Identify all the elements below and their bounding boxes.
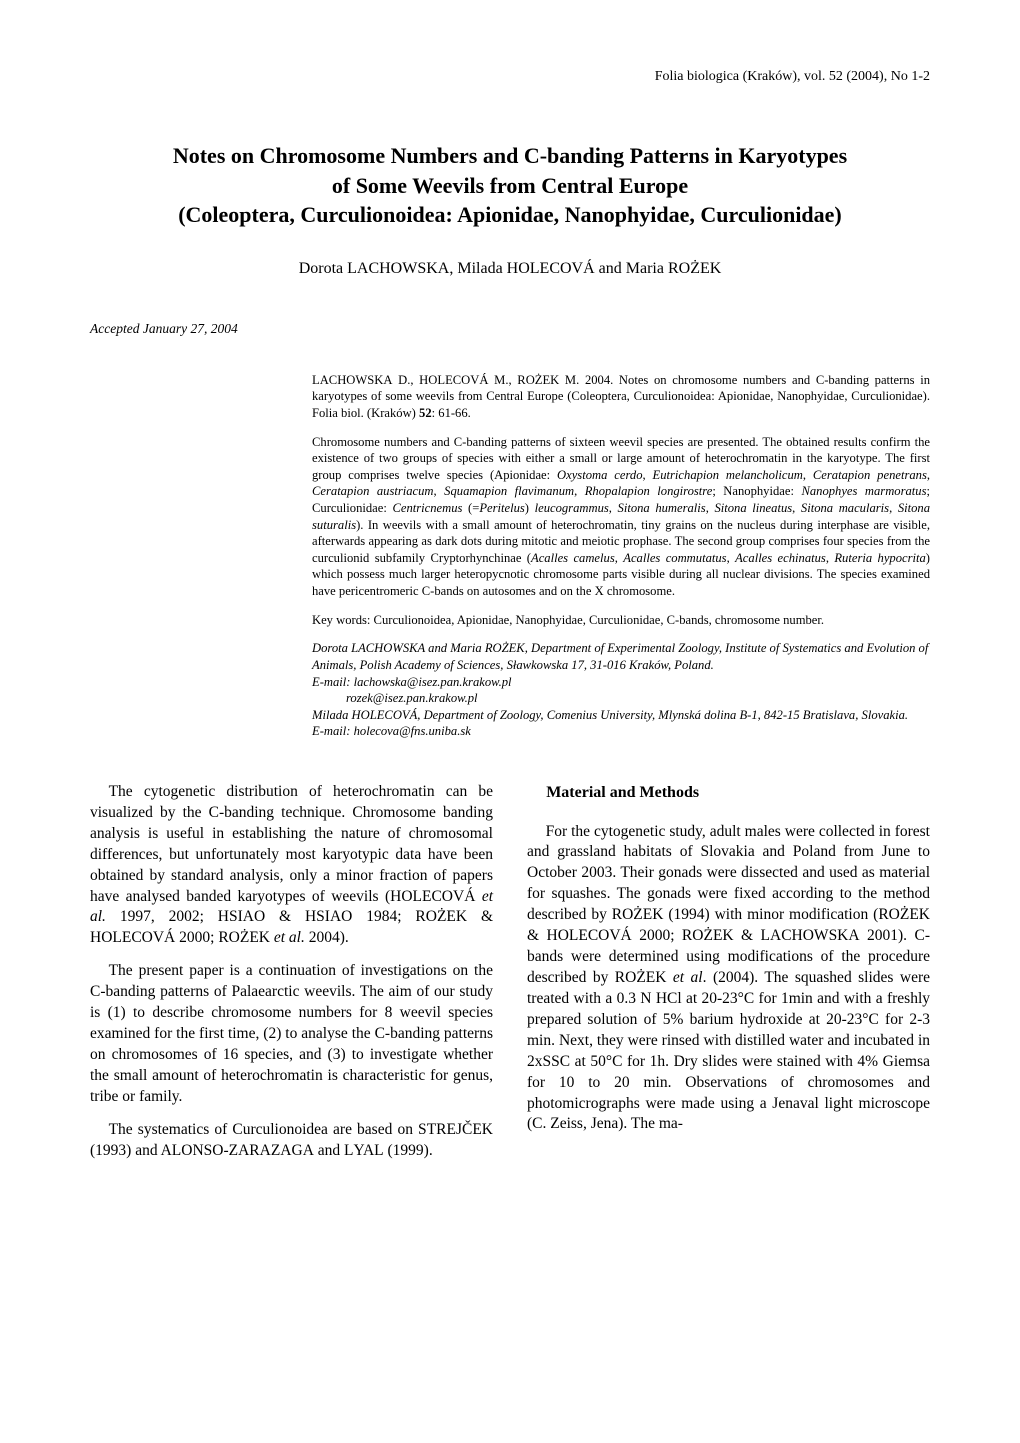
affil-email: E-mail: lachowska@isez.pan.krakow.pl bbox=[312, 674, 930, 691]
affil-email: rozek@isez.pan.krakow.pl bbox=[312, 690, 930, 707]
title-line-2: of Some Weevils from Central Europe bbox=[332, 173, 688, 198]
affiliations: Dorota LACHOWSKA and Maria ROŻEK, Depart… bbox=[312, 640, 930, 740]
title-line-3: (Coleoptera, Curculionoidea: Apionidae, … bbox=[178, 202, 842, 227]
keywords: Key words: Curculionoidea, Apionidae, Na… bbox=[312, 612, 930, 629]
authors-line: Dorota LACHOWSKA, Milada HOLECOVÁ and Ma… bbox=[90, 258, 930, 280]
title-line-1: Notes on Chromosome Numbers and C-bandin… bbox=[173, 143, 847, 168]
abstract-text: Chromosome numbers and C-banding pattern… bbox=[312, 434, 930, 600]
title-block: Notes on Chromosome Numbers and C-bandin… bbox=[90, 141, 930, 230]
accepted-date: Accepted January 27, 2004 bbox=[90, 320, 930, 338]
section-heading: Material and Methods bbox=[527, 782, 930, 804]
intro-paragraph: The systematics of Curculionoidea are ba… bbox=[90, 1120, 493, 1162]
intro-paragraph: The cytogenetic distribution of heteroch… bbox=[90, 782, 493, 949]
article-title: Notes on Chromosome Numbers and C-bandin… bbox=[90, 141, 930, 230]
intro-paragraph: The present paper is a continuation of i… bbox=[90, 961, 493, 1107]
methods-paragraph: For the cytogenetic study, adult males w… bbox=[527, 822, 930, 1136]
affil-line: Milada HOLECOVÁ, Department of Zoology, … bbox=[312, 707, 930, 724]
affil-email: E-mail: holecova@fns.uniba.sk bbox=[312, 723, 930, 740]
left-column: The cytogenetic distribution of heteroch… bbox=[90, 782, 493, 1174]
running-head: Folia biologica (Kraków), vol. 52 (2004)… bbox=[90, 68, 930, 87]
affil-line: Dorota LACHOWSKA and Maria ROŻEK, Depart… bbox=[312, 640, 930, 673]
abstract-block: LACHOWSKA D., HOLECOVÁ M., ROŻEK M. 2004… bbox=[312, 372, 930, 740]
right-column: Material and Methods For the cytogenetic… bbox=[527, 782, 930, 1174]
two-column-body: The cytogenetic distribution of heteroch… bbox=[90, 782, 930, 1174]
self-citation: LACHOWSKA D., HOLECOVÁ M., ROŻEK M. 2004… bbox=[312, 372, 930, 422]
